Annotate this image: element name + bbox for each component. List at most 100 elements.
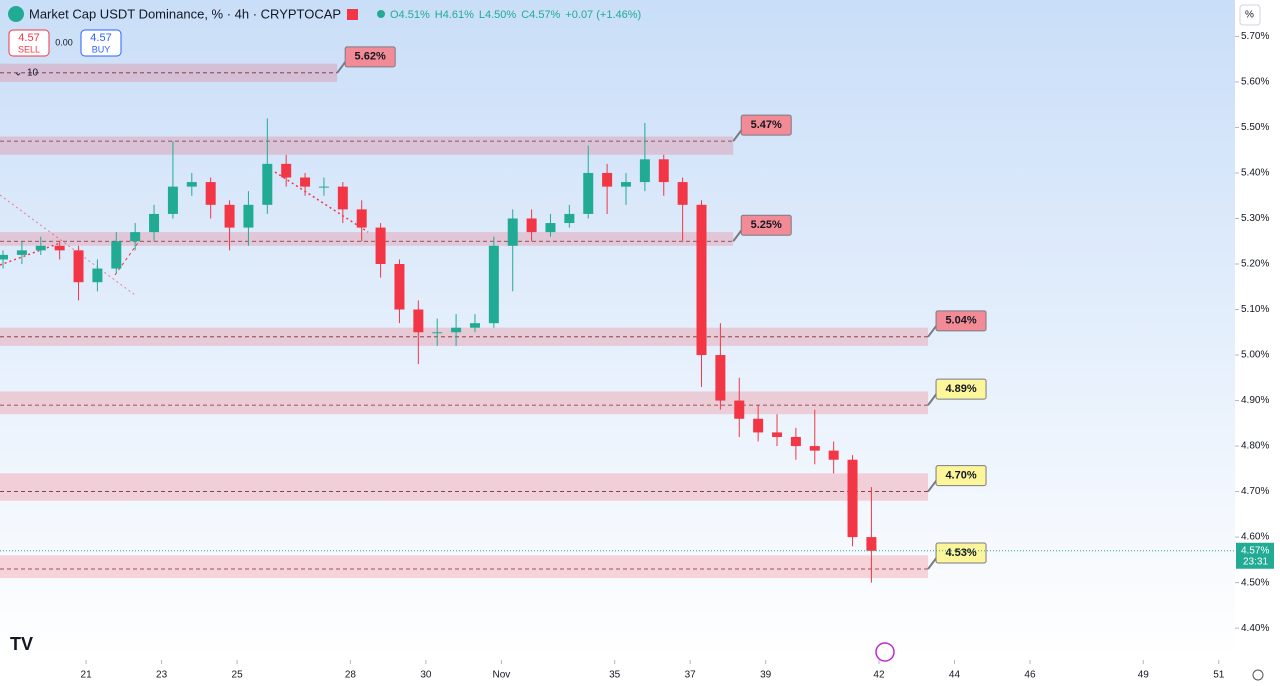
buy-price: 4.57 (90, 32, 111, 44)
candle-body (167, 186, 178, 214)
zone-band (0, 391, 929, 415)
candle-body (677, 182, 688, 205)
buy-button[interactable] (80, 29, 122, 57)
candle-body (375, 227, 386, 264)
x-tick-label: 49 (1138, 670, 1150, 681)
y-tick-label: 4.70% (1241, 486, 1269, 497)
candle-body (828, 450, 839, 460)
zone-band (0, 136, 734, 155)
zone-label-box (935, 378, 987, 400)
candle-body (35, 245, 46, 251)
candle-body (734, 400, 745, 419)
candle-body (772, 432, 783, 437)
x-tick-label: 39 (760, 670, 772, 681)
y-tick-label: 4.60% (1241, 532, 1269, 543)
trend-line (274, 171, 369, 233)
candle-body (394, 264, 405, 310)
alert-icon[interactable] (875, 642, 895, 662)
candle-body (356, 209, 367, 228)
trend-line (0, 242, 61, 266)
y-tick-label: 5.30% (1241, 213, 1269, 224)
unit-button[interactable] (1239, 4, 1261, 26)
collapse-arrow[interactable]: ⌄ (14, 68, 22, 79)
settings-icon[interactable] (1252, 669, 1264, 681)
x-tick-label: 46 (1024, 670, 1036, 681)
last-price-box (1236, 542, 1274, 569)
candle-body (809, 446, 820, 451)
last-price-label: 4.57% (1241, 545, 1269, 556)
status-dot (377, 10, 385, 18)
candle-body (0, 254, 9, 260)
candle-body (866, 537, 877, 551)
zone-label: 4.89% (945, 383, 976, 395)
plot-background (0, 0, 1235, 660)
y-tick-label: 5.60% (1241, 77, 1269, 88)
y-tick-label: 5.20% (1241, 259, 1269, 270)
candle-body (753, 418, 764, 433)
zone-label-box (740, 214, 792, 236)
candle-body (149, 213, 160, 233)
candle-body (54, 245, 65, 251)
candle-body (469, 323, 480, 328)
scale-unit: % (1245, 10, 1254, 21)
candle-body (16, 250, 27, 255)
x-tick-label: 42 (873, 670, 885, 681)
y-tick-label: 4.40% (1241, 623, 1269, 634)
zone-label-box (740, 114, 792, 136)
spread: 0.00 (55, 37, 73, 47)
x-tick-label: 23 (156, 670, 168, 681)
zone-label-box (935, 542, 987, 564)
sell-button[interactable] (8, 29, 50, 57)
symbol-icon (8, 6, 24, 22)
candle-body (564, 213, 575, 224)
zone-label: 5.25% (751, 219, 782, 231)
y-tick-label: 4.50% (1241, 577, 1269, 588)
y-tick-label: 5.00% (1241, 350, 1269, 361)
x-tick-label: 37 (685, 670, 697, 681)
zone-label-box (935, 465, 987, 487)
x-tick-label: 44 (949, 670, 961, 681)
zone-label-box (935, 310, 987, 332)
candle-body (300, 177, 311, 187)
candle-body (620, 182, 631, 187)
sell-label: SELL (18, 44, 40, 54)
candle-body (130, 232, 141, 242)
price-scale (1235, 0, 1280, 686)
ohlc-legend: O4.51% H4.61% L4.50% C4.57% +0.07 (+1.46%) (390, 9, 641, 21)
candle-body (602, 172, 613, 187)
zone-label: 4.53% (945, 547, 976, 559)
x-tick-label: 51 (1213, 670, 1225, 681)
candle-body (205, 182, 216, 205)
trend-line (114, 239, 141, 276)
zone-label: 5.62% (355, 51, 386, 63)
zone-label: 5.04% (945, 315, 976, 327)
candle-body (583, 172, 594, 214)
ohlc-value: H4.61% (435, 9, 474, 21)
y-tick-label: 5.70% (1241, 31, 1269, 42)
candle-body (111, 241, 122, 269)
candle-body (451, 327, 462, 333)
x-tick-label: 28 (345, 670, 357, 681)
ohlc-value: O4.51% (390, 9, 430, 21)
ohlc-value: C4.57% (521, 9, 560, 21)
candle-body (337, 186, 348, 210)
countdown: 23:31 (1243, 556, 1268, 567)
chart-title: Market Cap USDT Dominance, % · 4h · CRYP… (29, 6, 341, 21)
candle-body (658, 159, 669, 183)
x-tick-label: 35 (609, 670, 621, 681)
flag-icon[interactable] (347, 9, 358, 20)
candle-body (281, 163, 292, 178)
zone-band (0, 232, 734, 246)
candle-body (507, 218, 518, 246)
candle-body (526, 218, 537, 233)
buy-label: BUY (92, 44, 111, 54)
candle-body (318, 186, 329, 188)
candle-body (715, 355, 726, 401)
candle-body (790, 436, 801, 447)
candle-body (847, 459, 858, 538)
y-tick-label: 5.10% (1241, 304, 1269, 315)
y-tick-label: 4.90% (1241, 395, 1269, 406)
candle-body (186, 182, 197, 187)
candle-body (262, 163, 273, 205)
sell-price: 4.57 (18, 32, 39, 44)
